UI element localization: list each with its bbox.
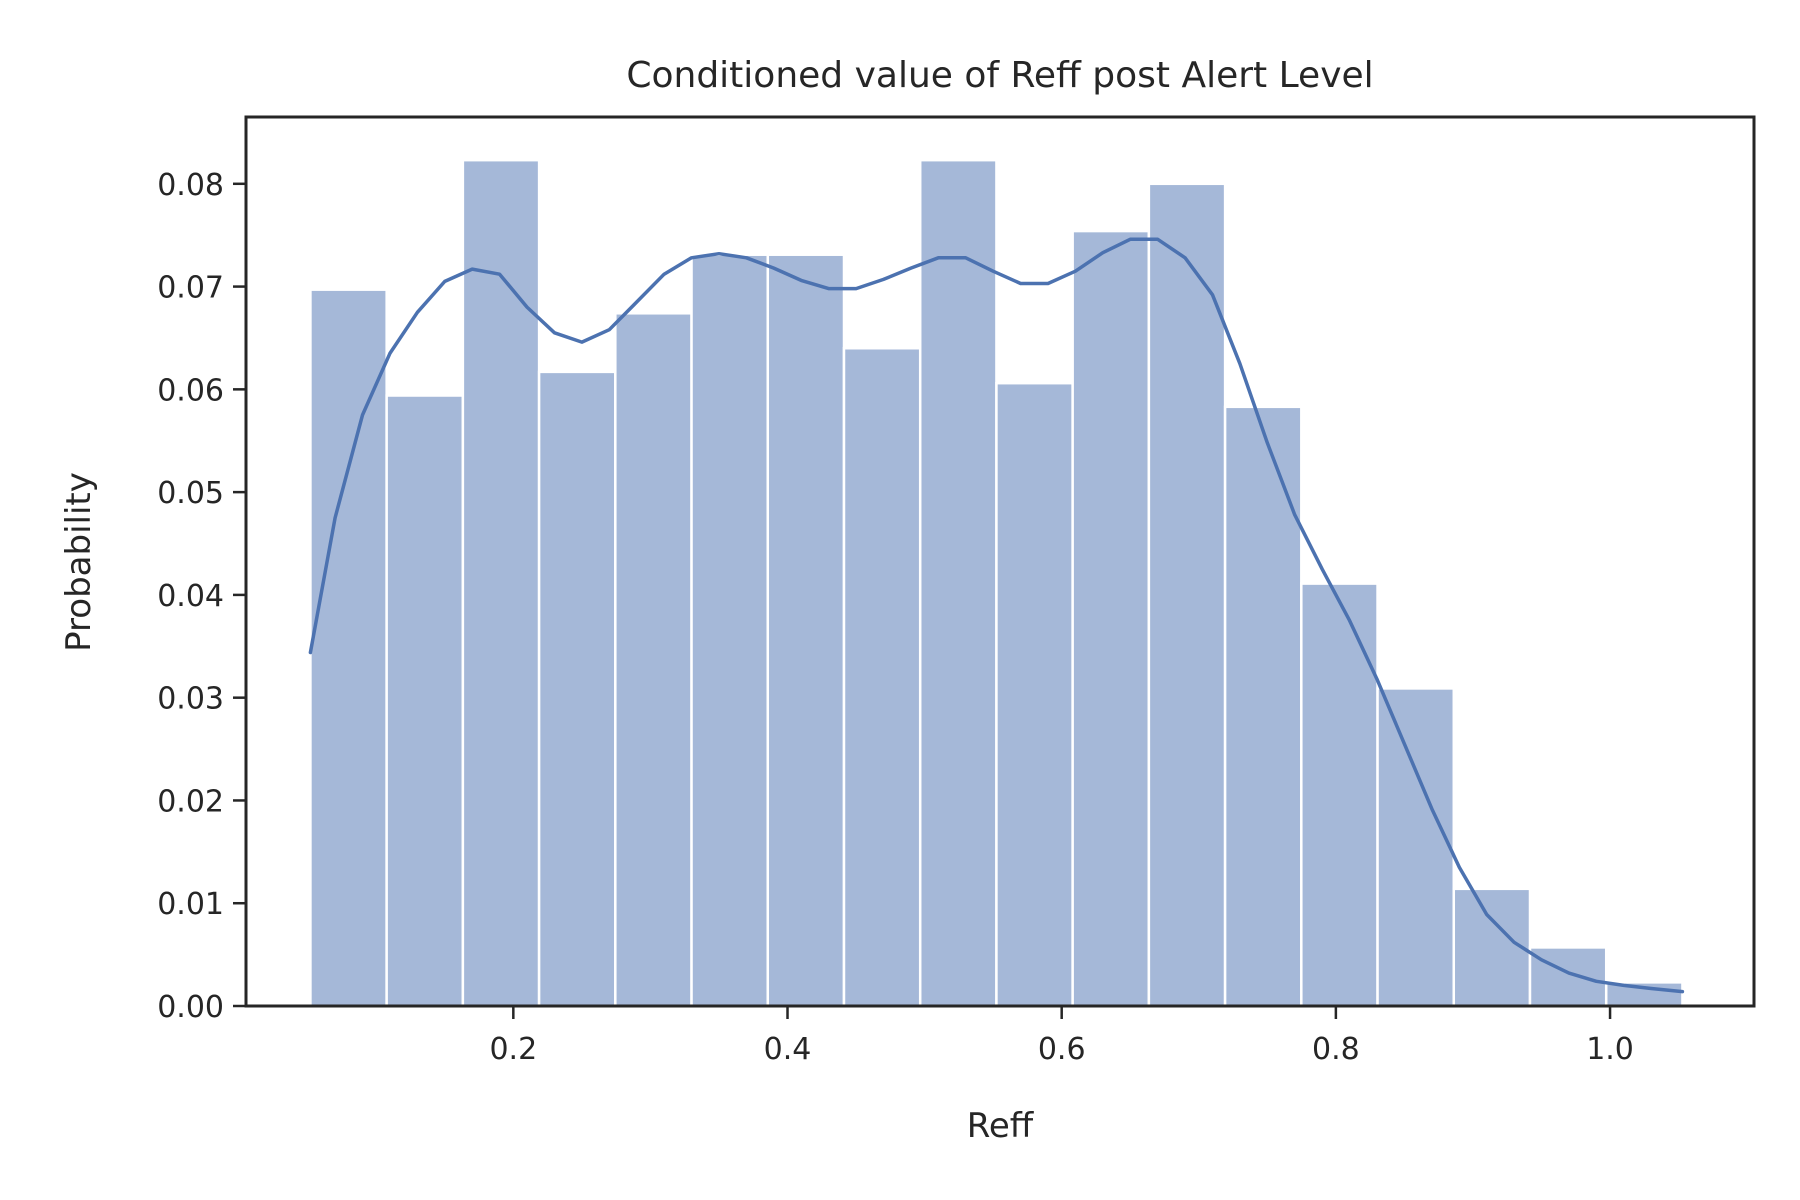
histogram-bar xyxy=(842,346,922,1008)
x-tick-label: 1.0 xyxy=(1586,1032,1634,1067)
y-tick-label: 0.06 xyxy=(157,373,224,408)
histogram-bar xyxy=(614,312,693,1008)
x-axis-label: Reff xyxy=(967,1106,1035,1146)
histogram-bar xyxy=(309,288,388,1008)
histogram-bar xyxy=(766,253,846,1008)
y-tick-label: 0.00 xyxy=(157,990,224,1025)
y-tick-label: 0.04 xyxy=(157,579,224,614)
histogram-bars xyxy=(309,158,1684,1008)
histogram-bar xyxy=(385,394,465,1008)
histogram-bar xyxy=(1528,946,1608,1008)
histogram-bar xyxy=(461,158,541,1008)
histogram-bar xyxy=(537,370,617,1008)
histogram-bar xyxy=(1071,229,1151,1008)
chart-title: Conditioned value of Reff post Alert Lev… xyxy=(626,55,1373,96)
histogram-bar xyxy=(690,253,770,1008)
plot-frame xyxy=(244,115,1756,1008)
histogram-bar xyxy=(995,381,1074,1008)
x-axis: 0.2 0.4 0.6 0.8 1.0 xyxy=(489,1006,1634,1067)
kde-curve xyxy=(308,237,1685,994)
histogram-bar xyxy=(918,158,998,1008)
histogram-bar xyxy=(1147,182,1227,1008)
x-tick-label: 0.6 xyxy=(1038,1032,1086,1067)
histogram-bar xyxy=(1223,405,1303,1008)
x-tick-label: 0.2 xyxy=(489,1032,537,1067)
x-tick-label: 0.8 xyxy=(1312,1032,1360,1067)
histogram-bar xyxy=(1300,582,1379,1008)
y-tick-label: 0.03 xyxy=(157,682,224,717)
y-axis-label: Probability xyxy=(59,472,99,652)
y-tick-label: 0.01 xyxy=(157,887,224,922)
y-tick-label: 0.08 xyxy=(157,168,224,203)
y-tick-label: 0.02 xyxy=(157,784,224,819)
histogram-bar xyxy=(1376,687,1456,1008)
histogram-bar xyxy=(1452,887,1532,1008)
y-tick-label: 0.07 xyxy=(157,271,224,306)
y-axis: 0.00 0.01 0.02 0.03 0.04 0.05 0.06 0.07 0.08 xyxy=(157,168,246,1025)
x-tick-label: 0.4 xyxy=(764,1032,812,1067)
y-tick-label: 0.05 xyxy=(157,476,224,511)
